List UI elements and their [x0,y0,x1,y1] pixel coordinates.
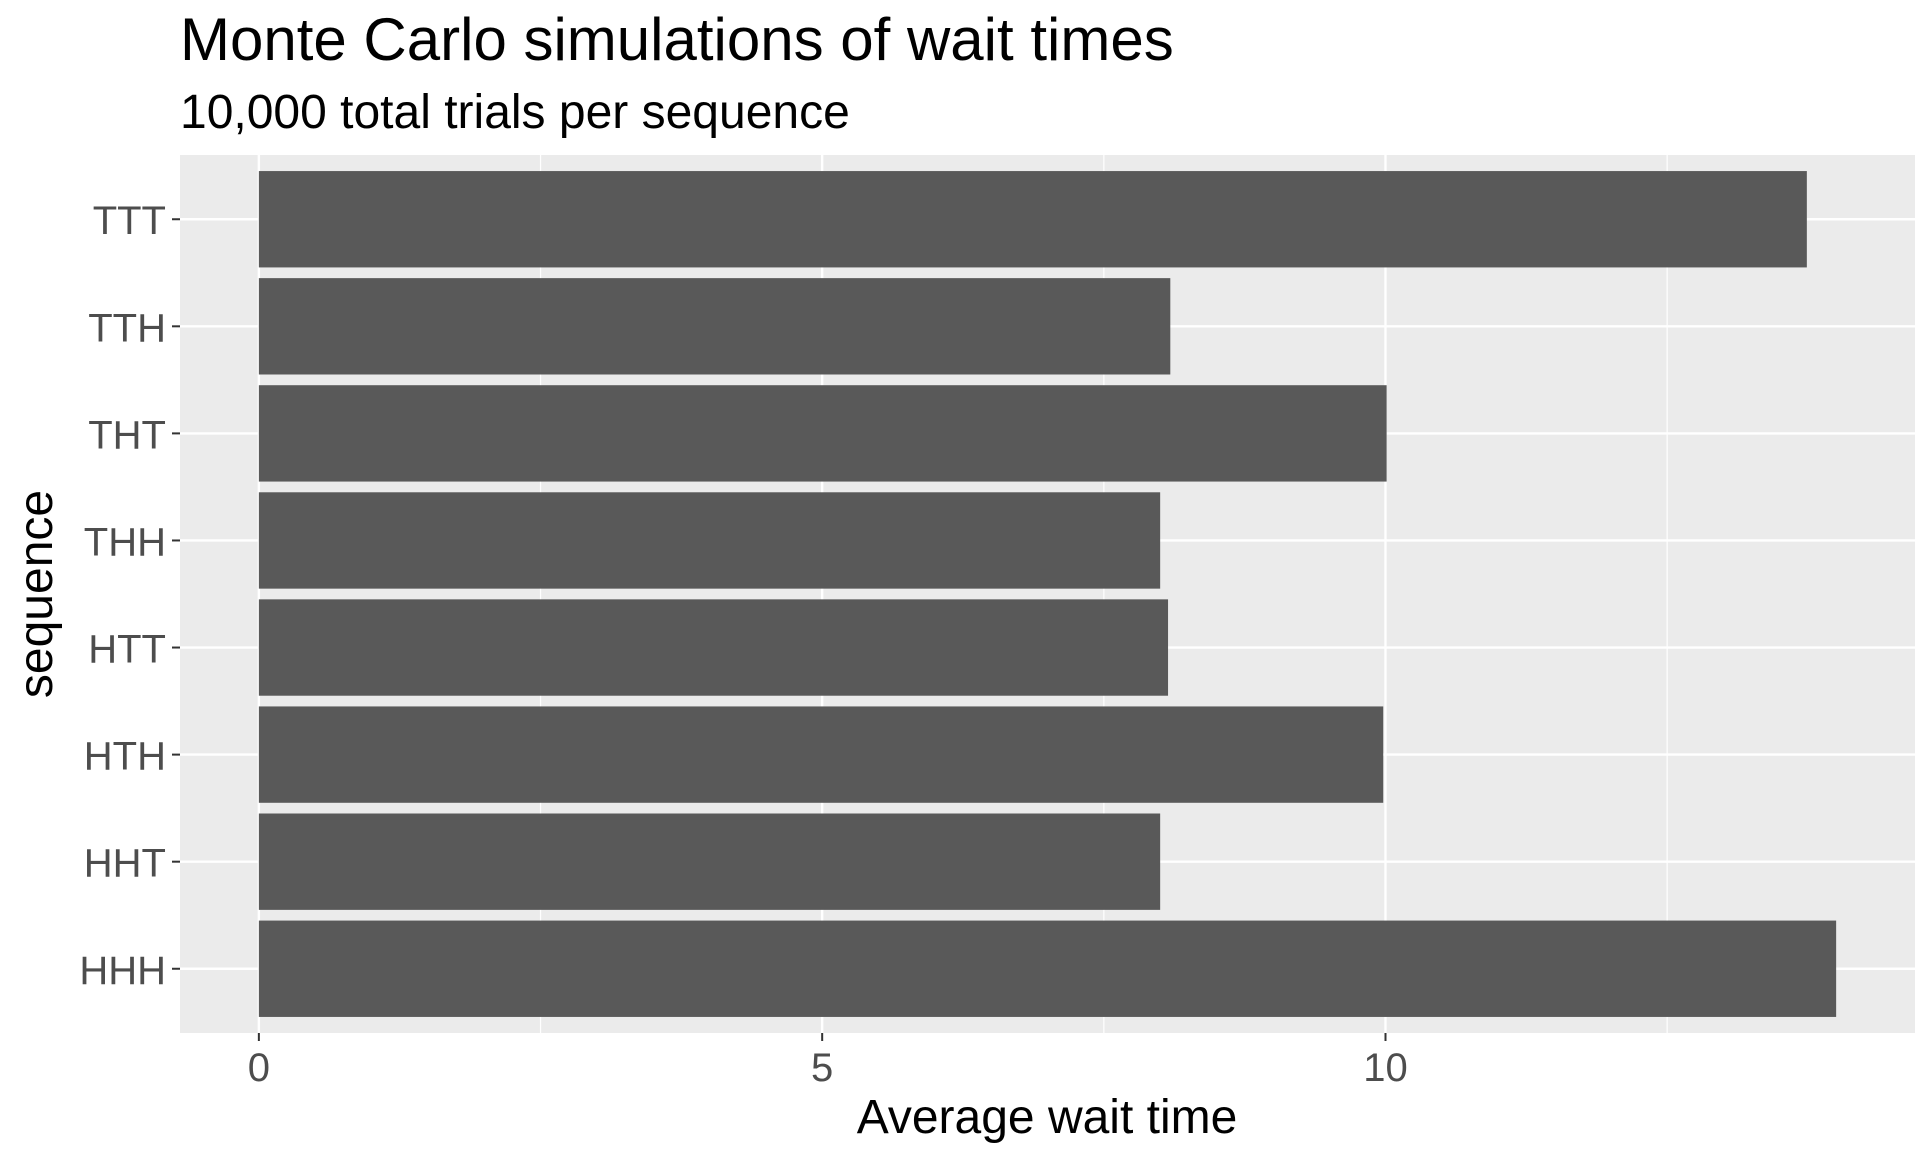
x-axis-title: Average wait time [857,1091,1238,1144]
y-axis-title: sequence [10,490,63,698]
bar-htt [258,599,1169,696]
x-axis: 0 5 10 [248,1033,1408,1090]
y-tick-label: HTT [88,628,166,672]
bar-ttt [258,171,1807,268]
y-tick-label: TTH [88,306,166,350]
chart-title: Monte Carlo simulations of wait times [180,6,1174,73]
chart-subtitle: 10,000 total trials per sequence [180,86,850,139]
bar-hhh [258,920,1837,1017]
bar-hht [258,813,1161,910]
y-tick-label: HHH [79,949,166,993]
bar-tht [258,385,1387,482]
y-tick-label: THH [84,520,166,564]
x-tick-label: 10 [1363,1046,1408,1090]
x-tick-label: 5 [811,1046,833,1090]
y-axis: TTT TTH THT THH HTT HTH HHT HHH [79,199,180,993]
bar-hth [258,706,1384,803]
y-tick-label: HTH [84,735,166,779]
y-tick-label: HHT [84,842,166,886]
x-tick-label: 0 [248,1046,270,1090]
y-tick-label: TTT [93,199,166,243]
bar-thh [258,492,1161,589]
y-tick-label: THT [88,413,166,457]
bar-tth [258,278,1171,375]
bars [258,171,1837,1017]
